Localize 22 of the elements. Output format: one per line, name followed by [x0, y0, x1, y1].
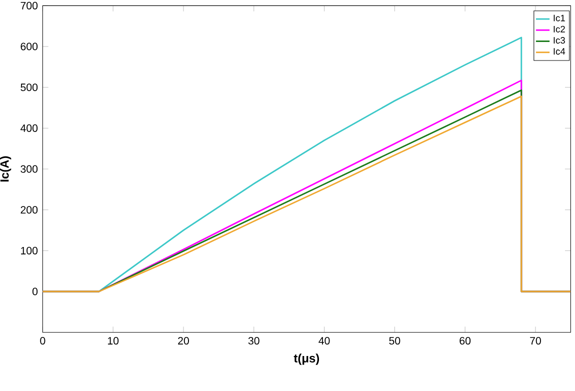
x-tick-label: 10 [108, 337, 119, 345]
x-tick-label: 20 [178, 337, 189, 345]
legend-label: Ic1 [554, 14, 565, 22]
legend-label: Ic3 [554, 37, 565, 44]
y-tick-label: 100 [21, 246, 38, 254]
y-tick-label: 0 [32, 288, 38, 296]
x-axis-title: t(μs) [294, 354, 320, 365]
x-tick-label: 70 [530, 337, 541, 345]
y-tick-label: 500 [20, 84, 38, 92]
x-tick-label: 0 [40, 337, 46, 345]
x-tick-label: 30 [248, 337, 260, 345]
y-tick-label: 700 [20, 2, 38, 10]
legend-label: Ic2 [554, 26, 565, 32]
x-tick-label: 50 [389, 337, 400, 345]
y-tick-label: 300 [20, 165, 38, 173]
y-tick-label: 400 [20, 124, 38, 132]
x-tick-label: 60 [460, 337, 471, 345]
y-tick-label: 200 [20, 206, 38, 214]
y-axis-title: Ic(A) [0, 156, 12, 182]
x-tick-label: 40 [318, 337, 330, 345]
legend-label: Ic4 [554, 48, 566, 55]
y-tick-label: 600 [20, 42, 38, 50]
